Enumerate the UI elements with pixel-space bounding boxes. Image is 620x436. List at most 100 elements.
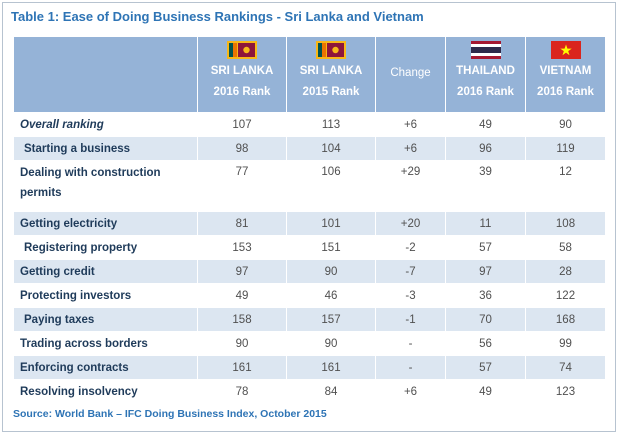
cell: 104 — [286, 136, 376, 161]
vietnam-flag-icon — [550, 41, 581, 59]
table-row: Dealing with construction permits 77 106… — [13, 160, 606, 212]
table-caption: Table 1: Ease of Doing Business Rankings… — [11, 9, 424, 24]
cell: 39 — [445, 160, 526, 212]
row-label: Overall ranking — [13, 112, 198, 137]
cell: 168 — [525, 307, 606, 332]
cell: 49 — [445, 379, 526, 404]
row-label: Resolving insolvency — [13, 379, 198, 404]
cell: - — [375, 355, 446, 380]
cell: 113 — [286, 112, 376, 137]
cell: 101 — [286, 211, 376, 236]
cell: -1 — [375, 307, 446, 332]
table-row: Resolving insolvency 78 84 +6 49 123 — [13, 379, 606, 404]
header-label-3: Change — [390, 67, 431, 79]
header-sri-lanka-2015: SRI LANKA 2015 Rank — [286, 36, 376, 113]
cell: 81 — [197, 211, 287, 236]
cell: 107 — [197, 112, 287, 137]
row-label: Getting electricity — [13, 211, 198, 236]
row-label: Protecting investors — [13, 283, 198, 308]
header-corner — [13, 36, 198, 113]
cell: 90 — [197, 331, 287, 356]
cell: 96 — [445, 136, 526, 161]
cell: +6 — [375, 379, 446, 404]
row-label: Paying taxes — [13, 307, 198, 332]
table-row: Getting electricity 81 101 +20 11 108 — [13, 211, 606, 236]
cell: 97 — [197, 259, 287, 284]
cell: 28 — [525, 259, 606, 284]
cell: 12 — [525, 160, 606, 212]
header-sublabel-5: 2016 Rank — [537, 86, 594, 98]
row-label: Trading across borders — [13, 331, 198, 356]
header-sri-lanka-2016: SRI LANKA 2016 Rank — [197, 36, 287, 113]
row-label: Dealing with construction permits — [13, 160, 198, 212]
header-sublabel-2: 2015 Rank — [302, 86, 360, 98]
table-row: Protecting investors 49 46 -3 36 122 — [13, 283, 606, 308]
source-note: Source: World Bank – IFC Doing Business … — [13, 408, 327, 420]
cell: 161 — [286, 355, 376, 380]
cell: 49 — [197, 283, 287, 308]
sri-lanka-flag-icon — [227, 41, 257, 59]
header-label-4: THAILAND — [456, 65, 515, 77]
cell: 106 — [286, 160, 376, 212]
rankings-table: SRI LANKA 2016 Rank SRI LANKA 2015 Rank … — [13, 36, 606, 404]
thailand-flag-icon — [470, 41, 501, 59]
header-row: SRI LANKA 2016 Rank SRI LANKA 2015 Rank … — [13, 36, 606, 113]
cell: - — [375, 331, 446, 356]
cell: 84 — [286, 379, 376, 404]
cell: +20 — [375, 211, 446, 236]
cell: 36 — [445, 283, 526, 308]
cell: +6 — [375, 112, 446, 137]
table-row: Enforcing contracts 161 161 - 57 74 — [13, 355, 606, 380]
cell: 157 — [286, 307, 376, 332]
cell: 158 — [197, 307, 287, 332]
row-label: Registering property — [13, 235, 198, 260]
table-frame: Table 1: Ease of Doing Business Rankings… — [2, 2, 616, 432]
cell: 108 — [525, 211, 606, 236]
cell: 90 — [525, 112, 606, 137]
cell: 123 — [525, 379, 606, 404]
cell: 153 — [197, 235, 287, 260]
table-row: Getting credit 97 90 -7 97 28 — [13, 259, 606, 284]
cell: -2 — [375, 235, 446, 260]
table-row: Paying taxes 158 157 -1 70 168 — [13, 307, 606, 332]
header-label-1: SRI LANKA — [210, 65, 274, 77]
row-label: Starting a business — [13, 136, 198, 161]
cell: 70 — [445, 307, 526, 332]
cell: +29 — [375, 160, 446, 212]
cell: 74 — [525, 355, 606, 380]
cell: 97 — [445, 259, 526, 284]
table-row: Registering property 153 151 -2 57 58 — [13, 235, 606, 260]
cell: +6 — [375, 136, 446, 161]
table-row: Overall ranking 107 113 +6 49 90 — [13, 112, 606, 137]
cell: 56 — [445, 331, 526, 356]
cell: 58 — [525, 235, 606, 260]
table-row: Starting a business 98 104 +6 96 119 — [13, 136, 606, 161]
cell: 49 — [445, 112, 526, 137]
cell: 57 — [445, 355, 526, 380]
cell: 46 — [286, 283, 376, 308]
cell: 119 — [525, 136, 606, 161]
cell: 161 — [197, 355, 287, 380]
header-label-2: SRI LANKA — [299, 65, 363, 77]
header-change: Change — [375, 36, 446, 113]
cell: 151 — [286, 235, 376, 260]
cell: 99 — [525, 331, 606, 356]
header-thailand: THAILAND 2016 Rank — [445, 36, 526, 113]
cell: 78 — [197, 379, 287, 404]
table-row: Trading across borders 90 90 - 56 99 — [13, 331, 606, 356]
row-label: Enforcing contracts — [13, 355, 198, 380]
cell: 90 — [286, 331, 376, 356]
header-vietnam: VIETNAM 2016 Rank — [525, 36, 606, 113]
cell: -7 — [375, 259, 446, 284]
header-sublabel-1: 2016 Rank — [213, 86, 271, 98]
row-label: Getting credit — [13, 259, 198, 284]
cell: 90 — [286, 259, 376, 284]
sri-lanka-flag-icon — [316, 41, 346, 59]
cell: 11 — [445, 211, 526, 236]
cell: 98 — [197, 136, 287, 161]
cell: 57 — [445, 235, 526, 260]
cell: 122 — [525, 283, 606, 308]
header-label-5: VIETNAM — [539, 65, 592, 77]
header-sublabel-4: 2016 Rank — [457, 86, 514, 98]
cell: 77 — [197, 160, 287, 212]
